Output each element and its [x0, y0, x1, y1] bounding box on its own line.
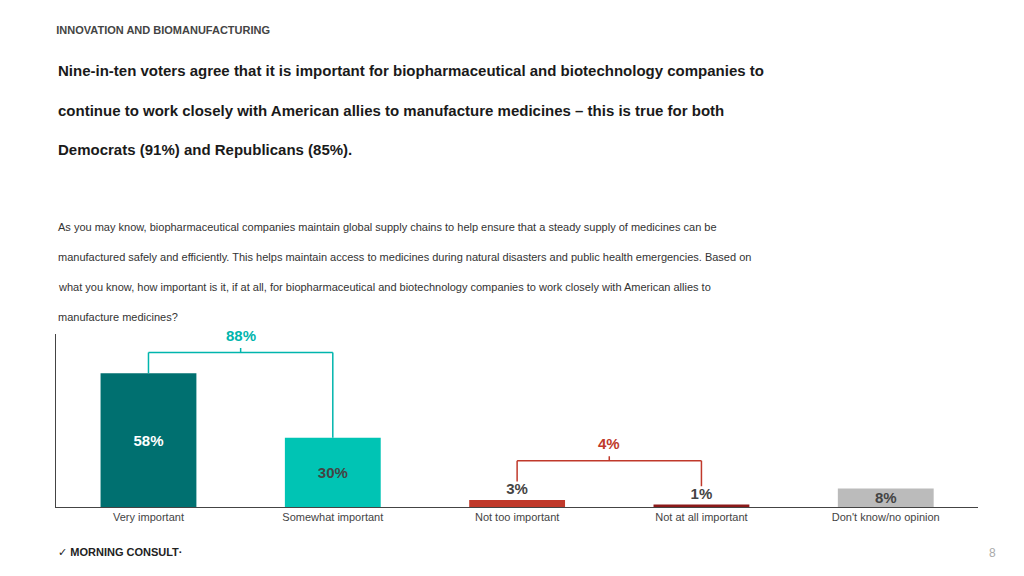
svg-text:Very important: Very important: [113, 511, 184, 523]
svg-text:Nine-in-ten voters agree that: Nine-in-ten voters agree that it is impo…: [58, 62, 764, 79]
svg-text:As you may know, biopharmaceut: As you may know, biopharmaceutical compa…: [58, 221, 717, 233]
svg-text:30%: 30%: [318, 464, 348, 481]
svg-text:Somewhat important: Somewhat important: [282, 511, 383, 523]
svg-text:88%: 88%: [226, 327, 256, 344]
svg-text:manufactured safely and effici: manufactured safely and efficiently. Thi…: [58, 251, 751, 263]
svg-text:Democrats (91%) and Republican: Democrats (91%) and Republicans (85%).: [58, 141, 352, 158]
svg-text:1%: 1%: [691, 485, 713, 502]
svg-text:INNOVATION AND BIOMANUFACTURIN: INNOVATION AND BIOMANUFACTURING: [56, 24, 270, 36]
svg-text:4%: 4%: [598, 435, 620, 452]
svg-text:Don't know/no opinion: Don't know/no opinion: [832, 511, 940, 523]
svg-text:Not at all important: Not at all important: [655, 511, 747, 523]
svg-text:✓ MORNING CONSULT·: ✓ MORNING CONSULT·: [58, 546, 183, 558]
svg-text:3%: 3%: [506, 480, 528, 497]
svg-text:8%: 8%: [875, 489, 897, 506]
svg-text:continue to work closely with: continue to work closely with American a…: [58, 102, 724, 119]
svg-text:58%: 58%: [133, 432, 163, 449]
svg-text:what you know, how important i: what you know, how important is it, if a…: [58, 281, 711, 293]
svg-text:8: 8: [989, 546, 996, 560]
svg-text:manufacture medicines?: manufacture medicines?: [58, 311, 178, 323]
svg-text:Not too important: Not too important: [475, 511, 559, 523]
